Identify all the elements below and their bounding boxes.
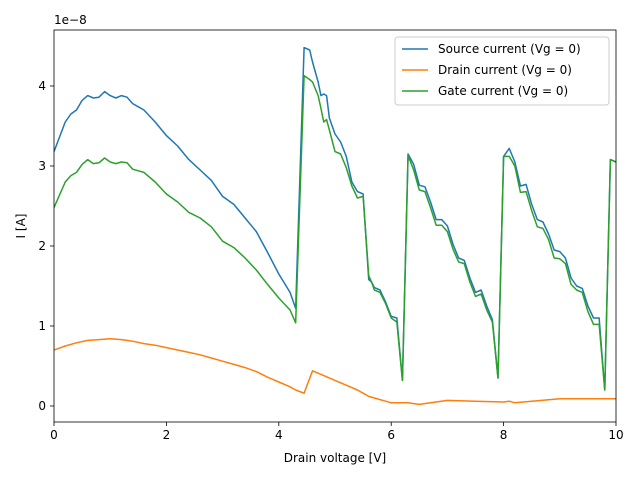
series-line-3 — [54, 74, 616, 391]
legend-entry: Source current (Vg = 0) — [438, 42, 581, 56]
x-tick-label: 0 — [50, 428, 58, 442]
x-axis-label: Drain voltage [V] — [284, 451, 387, 465]
x-tick-label: 2 — [163, 428, 171, 442]
legend-entry: Gate current (Vg = 0) — [438, 84, 568, 98]
x-tick-label: 4 — [275, 428, 283, 442]
y-axis-label: I [A] — [14, 214, 28, 239]
x-tick-label: 6 — [387, 428, 395, 442]
y-axis-offset-text: 1e−8 — [54, 13, 87, 27]
y-tick-label: 1 — [38, 319, 46, 333]
x-tick-label: 8 — [500, 428, 508, 442]
legend-box — [394, 36, 610, 106]
legend-entry: Drain current (Vg = 0) — [438, 63, 572, 77]
series-line-1 — [54, 46, 616, 391]
y-tick-label: 0 — [38, 399, 46, 413]
series-line-2 — [54, 338, 616, 406]
axes: 0 2 4 6 8 10 0 1 2 3 4 — [38, 29, 624, 442]
plot-frame — [53, 29, 617, 423]
y-tick-label: 4 — [38, 79, 46, 93]
x-tick-label: 10 — [608, 428, 623, 442]
y-tick-label: 3 — [38, 159, 46, 173]
legend: Source current (Vg = 0) Drain current (Vg… — [394, 36, 610, 106]
y-tick-label: 2 — [38, 239, 46, 253]
plot-area — [54, 46, 616, 406]
